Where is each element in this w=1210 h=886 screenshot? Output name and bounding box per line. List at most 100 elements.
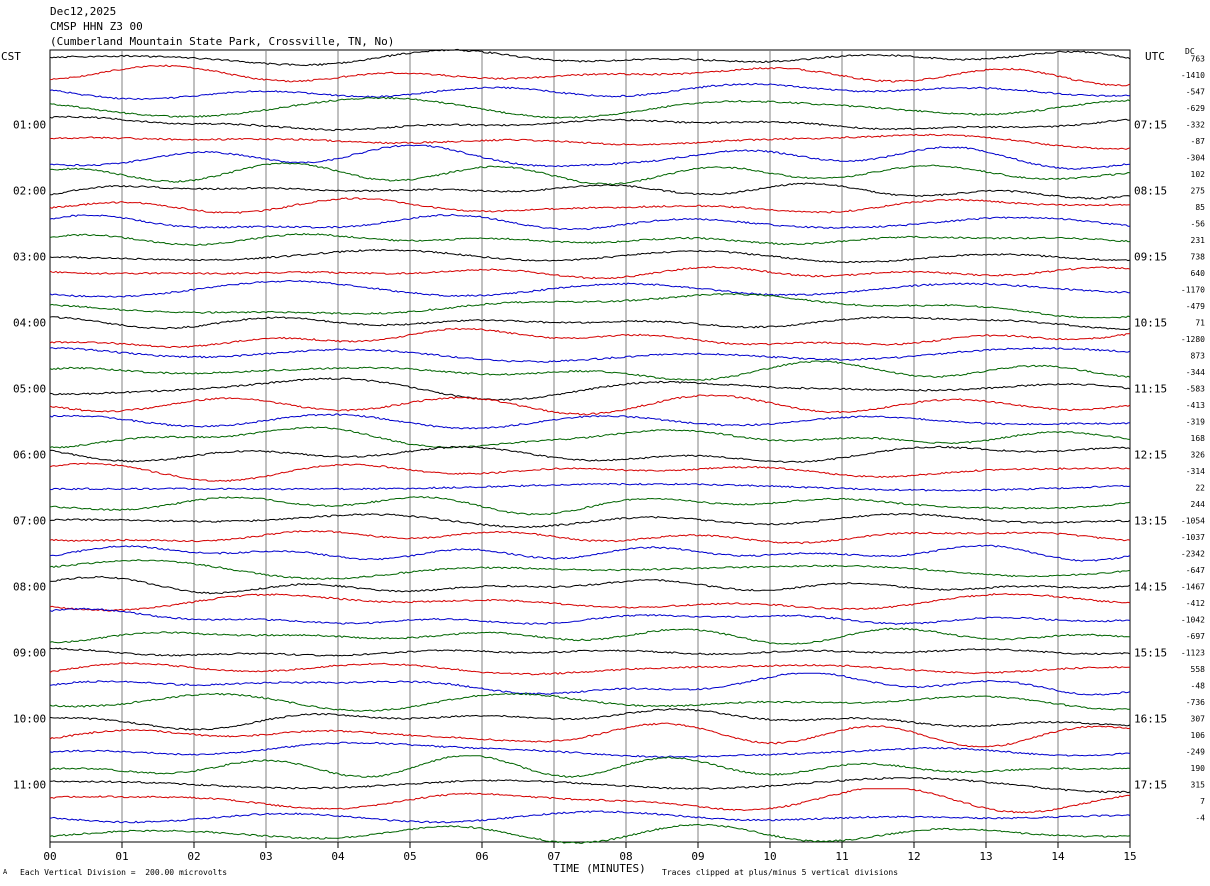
seismic-trace-blue [49,346,1131,363]
x-tick-label: 03 [259,850,272,863]
seismic-trace-red [49,462,1130,483]
dc-offset-value: 85 [1195,203,1205,212]
dc-offset-value: -629 [1186,104,1205,113]
dc-offset-value: 190 [1191,764,1206,773]
header-date: Dec12,2025 [50,5,117,18]
dc-offset-value: -1280 [1181,335,1205,344]
seismic-trace-green [49,755,1131,778]
seismic-trace-blue [49,741,1131,758]
x-tick-label: 10 [763,850,776,863]
dc-offset-value: -1170 [1181,285,1205,294]
seismic-trace-green [49,232,1131,247]
seismic-trace-black [49,377,1131,401]
dc-offset-value: 244 [1191,500,1206,509]
scale-note: Each Vertical Division = 200.00 microvol… [20,868,228,877]
seismic-trace-black [49,248,1131,264]
seismic-trace-green [49,823,1131,844]
x-tick-label: 00 [43,850,56,863]
seismic-trace-green [49,162,1131,186]
dc-offset-value: -1123 [1181,648,1205,657]
x-tick-label: 05 [403,850,416,863]
dc-offset-value: 71 [1195,318,1205,327]
dc-offset-value: 106 [1191,731,1206,740]
seismic-trace-black [50,777,1131,794]
seismic-trace-black [49,647,1131,657]
seismic-trace-green [49,559,1131,580]
utc-hour-label: 11:15 [1134,382,1167,395]
dc-offset-value: -583 [1186,384,1205,393]
grid-layer [49,50,1131,848]
seismic-trace-green [49,496,1131,516]
dc-offset-value: -1042 [1181,615,1205,624]
left-timezone-label: CST [1,50,21,63]
seismic-trace-black [49,445,1131,463]
seismic-trace-blue [49,82,1131,101]
dc-offset-value: 231 [1191,236,1206,245]
x-tick-label: 09 [691,850,704,863]
seismic-trace-green [49,692,1131,712]
x-tick-label: 07 [547,850,560,863]
cst-hour-label: 11:00 [13,778,46,791]
seismic-trace-red [49,265,1131,280]
utc-hour-label: 12:15 [1134,448,1167,461]
dc-offset-value: -4 [1195,813,1205,822]
cst-hour-label: 02:00 [13,184,46,197]
plot-frame [49,49,1131,843]
x-axis-title: TIME (MINUTES) [553,862,646,875]
seismic-trace-red [49,529,1131,545]
seismic-trace-red [49,662,1131,676]
utc-hour-label: 16:15 [1134,712,1167,725]
seismic-trace-red [49,788,1131,814]
seismic-trace-green [49,293,1131,319]
header-location: (Cumberland Mountain State Park, Crossvi… [50,35,395,48]
dc-offset-value: -319 [1186,417,1205,426]
x-tick-label: 06 [475,850,488,863]
seismic-trace-red [49,64,1131,87]
trace-layer [49,48,1131,844]
cst-hour-label: 05:00 [13,382,46,395]
x-tick-label: 04 [331,850,345,863]
seismic-trace-blue [49,279,1131,298]
dc-offset-value: -332 [1186,120,1205,129]
dc-offset-value: -413 [1186,401,1205,410]
seismic-trace-black [49,512,1131,529]
header-station: CMSP HHN Z3 00 [50,20,143,33]
dc-offset-value: -1037 [1181,533,1205,542]
utc-hour-label: 10:15 [1134,316,1167,329]
cst-hour-label: 01:00 [13,118,46,131]
dc-offset-value: -304 [1186,153,1205,162]
dc-offset-value: 168 [1191,434,1206,443]
seismic-trace-blue [49,607,1131,625]
seismic-trace-green [49,360,1131,381]
dc-offset-value: -412 [1186,599,1205,608]
dc-offset-value: 738 [1191,252,1206,261]
dc-offset-value: -736 [1186,698,1205,707]
dc-offset-value: -2342 [1181,549,1205,558]
utc-hour-label: 17:15 [1134,778,1167,791]
clip-note: Traces clipped at plus/minus 5 vertical … [662,868,899,877]
seismic-trace-blue [49,413,1131,430]
cst-hour-label: 06:00 [13,448,46,461]
seismic-trace-red [49,327,1131,349]
dc-offset-value: -1410 [1181,71,1205,80]
seismic-trace-red [49,593,1131,612]
x-tick-label: 11 [835,850,848,863]
seismic-trace-red [49,133,1131,150]
label-layer: 00 01 02 03 04 05 06 07 08 09 10 11 12 13 14 15 763 -1410… [13,54,1205,863]
right-timezone-label: UTC [1145,50,1165,63]
x-tick-label: 08 [619,850,632,863]
seismic-trace-red [49,197,1131,215]
seismic-trace-blue [49,810,1131,824]
seismic-trace-black [49,316,1131,331]
cst-hour-label: 08:00 [13,580,46,593]
utc-hour-label: 14:15 [1134,580,1167,593]
seismic-trace-red [49,722,1131,748]
x-tick-label: 13 [979,850,992,863]
seismic-trace-green [49,426,1131,449]
seismic-trace-green [49,96,1131,119]
dc-offset-value: -479 [1186,302,1205,311]
dc-offset-value: 873 [1191,351,1206,360]
dc-offset-value: 22 [1195,483,1205,492]
seismic-trace-blue [49,672,1131,696]
